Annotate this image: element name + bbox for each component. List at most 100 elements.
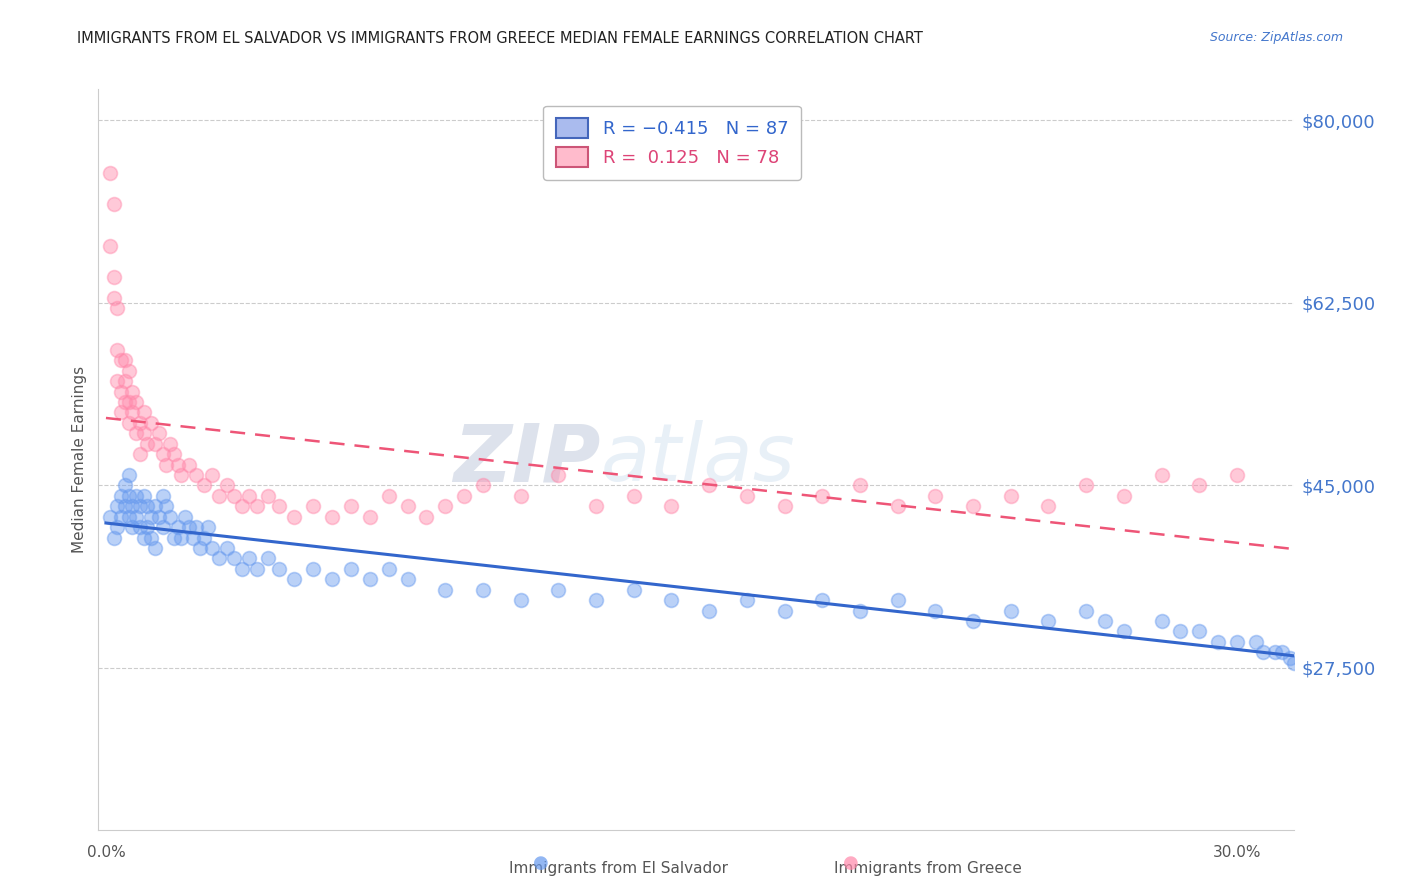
Point xyxy=(103,269,125,284)
Point xyxy=(359,509,381,524)
Point xyxy=(166,520,188,534)
Point xyxy=(121,405,143,419)
Point xyxy=(231,562,253,576)
Point xyxy=(773,500,796,514)
Point xyxy=(136,500,159,514)
Point xyxy=(269,500,291,514)
Point xyxy=(114,478,136,492)
Point xyxy=(811,593,834,607)
Text: 0.0%: 0.0% xyxy=(87,846,125,860)
Point xyxy=(152,520,174,534)
Point xyxy=(1000,489,1022,503)
Point xyxy=(302,562,325,576)
Point xyxy=(103,531,125,545)
Point xyxy=(143,541,166,555)
Point xyxy=(98,509,121,524)
Point xyxy=(181,531,204,545)
Point xyxy=(117,395,139,409)
Point xyxy=(193,478,215,492)
Point xyxy=(132,405,155,419)
Point xyxy=(141,531,163,545)
Point xyxy=(1264,645,1286,659)
Point xyxy=(114,374,136,388)
Point xyxy=(735,489,758,503)
Point xyxy=(105,301,128,315)
Point xyxy=(128,447,150,461)
Point xyxy=(159,509,181,524)
Point xyxy=(215,478,238,492)
Point xyxy=(735,593,758,607)
Point xyxy=(193,531,215,545)
Point xyxy=(125,395,148,409)
Point xyxy=(143,436,166,450)
Point xyxy=(103,197,125,211)
Point xyxy=(121,520,143,534)
Point xyxy=(849,604,872,618)
Point xyxy=(188,541,211,555)
Point xyxy=(547,468,569,483)
Point xyxy=(170,468,193,483)
Legend: R = −0.415   N = 87, R =  0.125   N = 78: R = −0.415 N = 87, R = 0.125 N = 78 xyxy=(543,105,801,179)
Point xyxy=(200,468,222,483)
Point xyxy=(661,593,683,607)
Point xyxy=(623,582,645,597)
Point xyxy=(152,489,174,503)
Point xyxy=(396,572,419,586)
Point xyxy=(962,500,984,514)
Point xyxy=(1000,604,1022,618)
Point xyxy=(1226,468,1249,483)
Text: atlas: atlas xyxy=(600,420,796,499)
Text: Immigrants from El Salvador: Immigrants from El Salvador xyxy=(509,861,728,876)
Point xyxy=(166,458,188,472)
Point xyxy=(321,572,343,586)
Point xyxy=(321,509,343,524)
Point xyxy=(472,582,495,597)
Point xyxy=(302,500,325,514)
Point xyxy=(141,509,163,524)
Point xyxy=(886,593,908,607)
Point xyxy=(110,509,132,524)
Text: ●: ● xyxy=(533,855,550,872)
Point xyxy=(128,500,150,514)
Point xyxy=(208,489,231,503)
Point xyxy=(114,395,136,409)
Point xyxy=(110,405,132,419)
Text: 30.0%: 30.0% xyxy=(1213,846,1261,860)
Point xyxy=(215,541,238,555)
Point xyxy=(125,426,148,441)
Point xyxy=(697,478,720,492)
Point xyxy=(1112,624,1135,639)
Point xyxy=(1150,468,1173,483)
Point xyxy=(1038,500,1060,514)
Point xyxy=(105,500,128,514)
Point xyxy=(509,593,531,607)
Point xyxy=(98,166,121,180)
Point xyxy=(697,604,720,618)
Point xyxy=(962,614,984,628)
Point xyxy=(141,416,163,430)
Point xyxy=(1170,624,1192,639)
Point xyxy=(1076,604,1098,618)
Point xyxy=(98,238,121,252)
Point xyxy=(125,489,148,503)
Point xyxy=(117,364,139,378)
Point xyxy=(1188,624,1211,639)
Point xyxy=(811,489,834,503)
Point xyxy=(114,353,136,368)
Text: ●: ● xyxy=(842,855,859,872)
Point xyxy=(163,447,186,461)
Point xyxy=(434,582,457,597)
Point xyxy=(1206,635,1229,649)
Point xyxy=(1253,645,1275,659)
Point xyxy=(1150,614,1173,628)
Point xyxy=(1226,635,1249,649)
Point xyxy=(186,520,208,534)
Point xyxy=(143,500,166,514)
Point xyxy=(661,500,683,514)
Point xyxy=(103,291,125,305)
Point xyxy=(257,551,280,566)
Point xyxy=(924,489,946,503)
Point xyxy=(453,489,475,503)
Point xyxy=(125,509,148,524)
Point xyxy=(1076,478,1098,492)
